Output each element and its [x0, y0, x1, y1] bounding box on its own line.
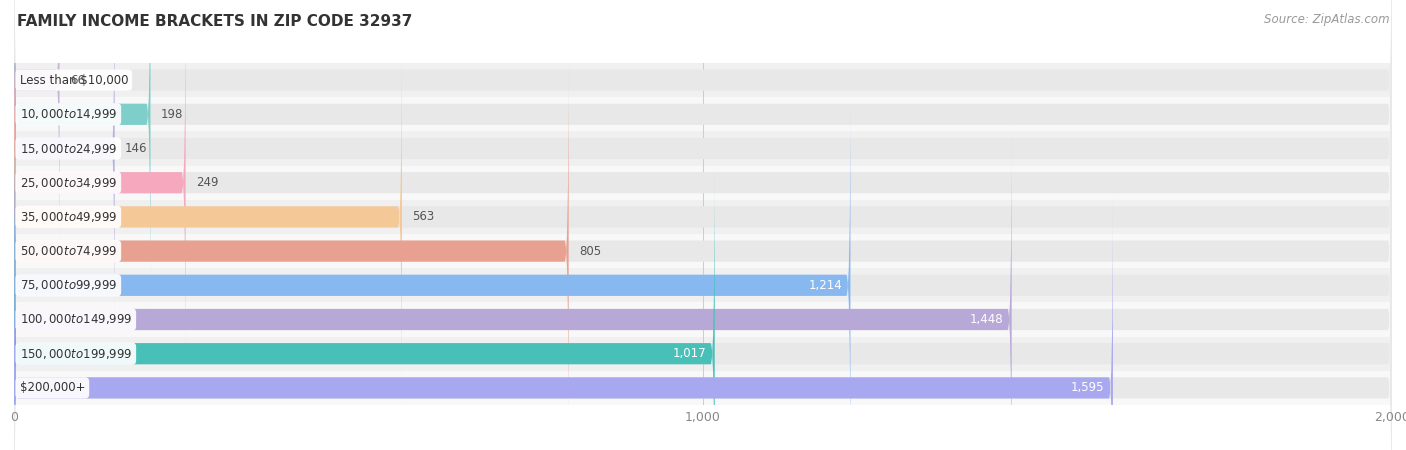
Text: $15,000 to $24,999: $15,000 to $24,999 [20, 141, 117, 156]
Bar [14, 166, 1392, 200]
Text: $25,000 to $34,999: $25,000 to $34,999 [20, 176, 117, 190]
Text: 1,448: 1,448 [970, 313, 1004, 326]
FancyBboxPatch shape [14, 57, 1392, 446]
Text: $35,000 to $49,999: $35,000 to $49,999 [20, 210, 117, 224]
Bar [14, 234, 1392, 268]
Text: $200,000+: $200,000+ [20, 382, 86, 394]
Text: FAMILY INCOME BRACKETS IN ZIP CODE 32937: FAMILY INCOME BRACKETS IN ZIP CODE 32937 [17, 14, 412, 28]
Bar [14, 97, 1392, 131]
Text: 563: 563 [412, 211, 434, 223]
Text: 805: 805 [579, 245, 602, 257]
Bar [14, 63, 1392, 97]
FancyBboxPatch shape [14, 22, 402, 411]
Text: $150,000 to $199,999: $150,000 to $199,999 [20, 346, 132, 361]
Text: Less than $10,000: Less than $10,000 [20, 74, 128, 86]
Text: 198: 198 [160, 108, 183, 121]
FancyBboxPatch shape [14, 0, 186, 377]
Text: 1,595: 1,595 [1071, 382, 1105, 394]
FancyBboxPatch shape [14, 0, 1392, 343]
FancyBboxPatch shape [14, 0, 59, 274]
FancyBboxPatch shape [14, 125, 1392, 450]
Bar [14, 131, 1392, 166]
Bar [14, 337, 1392, 371]
Text: 66: 66 [70, 74, 84, 86]
Text: 146: 146 [125, 142, 148, 155]
Bar [14, 371, 1392, 405]
FancyBboxPatch shape [14, 0, 1392, 309]
Text: $50,000 to $74,999: $50,000 to $74,999 [20, 244, 117, 258]
FancyBboxPatch shape [14, 22, 1392, 411]
FancyBboxPatch shape [14, 0, 1392, 377]
FancyBboxPatch shape [14, 159, 714, 450]
FancyBboxPatch shape [14, 194, 1392, 450]
FancyBboxPatch shape [14, 57, 568, 446]
FancyBboxPatch shape [14, 91, 1392, 450]
Text: 249: 249 [195, 176, 218, 189]
FancyBboxPatch shape [14, 0, 1392, 274]
Text: $75,000 to $99,999: $75,000 to $99,999 [20, 278, 117, 293]
FancyBboxPatch shape [14, 194, 1114, 450]
FancyBboxPatch shape [14, 0, 115, 343]
FancyBboxPatch shape [14, 159, 1392, 450]
Text: $10,000 to $14,999: $10,000 to $14,999 [20, 107, 117, 122]
Text: 1,017: 1,017 [673, 347, 706, 360]
FancyBboxPatch shape [14, 0, 150, 309]
Bar [14, 268, 1392, 302]
FancyBboxPatch shape [14, 125, 1012, 450]
FancyBboxPatch shape [14, 91, 851, 450]
Text: Source: ZipAtlas.com: Source: ZipAtlas.com [1264, 14, 1389, 27]
Bar [14, 302, 1392, 337]
Text: $100,000 to $149,999: $100,000 to $149,999 [20, 312, 132, 327]
Text: 1,214: 1,214 [808, 279, 842, 292]
Bar [14, 200, 1392, 234]
